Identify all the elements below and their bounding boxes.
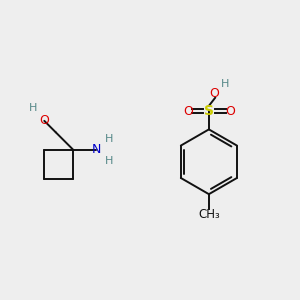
Text: H: H (29, 103, 37, 113)
Text: CH₃: CH₃ (198, 208, 220, 221)
Text: H: H (105, 156, 113, 166)
Text: O: O (210, 87, 220, 100)
Text: O: O (183, 105, 193, 118)
Text: O: O (225, 105, 235, 118)
Text: H: H (221, 79, 230, 89)
Text: H: H (105, 134, 113, 144)
Text: O: O (39, 114, 49, 128)
Text: S: S (204, 104, 214, 118)
Text: N: N (92, 143, 101, 157)
